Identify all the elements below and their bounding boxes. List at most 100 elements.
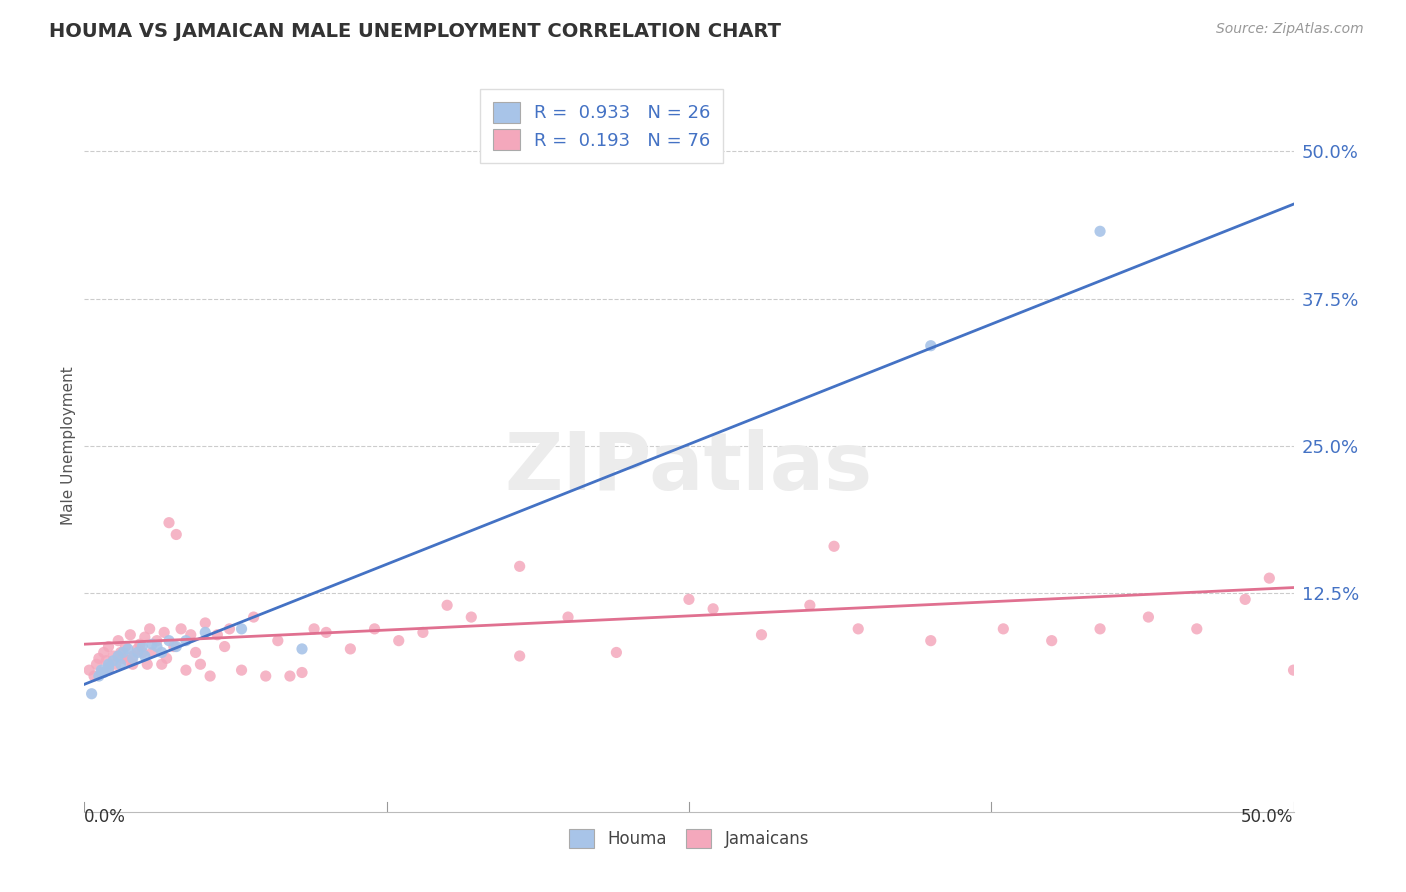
Point	[163, 640, 186, 654]
Point	[103, 654, 125, 668]
Point	[134, 648, 156, 663]
Point	[170, 622, 193, 636]
Point	[129, 637, 152, 651]
Point	[117, 641, 139, 656]
Point	[120, 628, 142, 642]
Point	[1040, 633, 1063, 648]
Point	[153, 625, 176, 640]
Point	[231, 622, 253, 636]
Point	[134, 630, 156, 644]
Text: ZIPatlas: ZIPatlas	[505, 429, 873, 507]
Point	[86, 657, 108, 672]
Text: Source: ZipAtlas.com: Source: ZipAtlas.com	[1216, 22, 1364, 37]
Point	[121, 648, 143, 663]
Point	[93, 665, 115, 680]
Point	[1088, 622, 1111, 636]
Point	[509, 559, 531, 574]
Point	[1234, 592, 1257, 607]
Text: HOUMA VS JAMAICAN MALE UNEMPLOYMENT CORRELATION CHART: HOUMA VS JAMAICAN MALE UNEMPLOYMENT CORR…	[49, 22, 782, 41]
Point	[194, 625, 217, 640]
Point	[165, 527, 187, 541]
Point	[190, 657, 212, 672]
Point	[97, 640, 120, 654]
Point	[278, 669, 301, 683]
Point	[363, 622, 385, 636]
Point	[180, 628, 202, 642]
Point	[920, 633, 942, 648]
Point	[509, 648, 531, 663]
Point	[110, 657, 132, 672]
Point	[214, 640, 236, 654]
Point	[184, 645, 207, 659]
Point	[155, 651, 177, 665]
Point	[460, 610, 482, 624]
Point	[107, 633, 129, 648]
Point	[920, 339, 942, 353]
Text: 50.0%: 50.0%	[1241, 808, 1294, 826]
Point	[174, 663, 197, 677]
Point	[117, 654, 139, 668]
Point	[93, 645, 115, 659]
Point	[231, 663, 253, 677]
Point	[146, 633, 169, 648]
Point	[702, 602, 724, 616]
Point	[751, 628, 773, 642]
Point	[97, 657, 120, 672]
Point	[121, 651, 143, 665]
Point	[291, 641, 314, 656]
Point	[1185, 622, 1208, 636]
Point	[218, 622, 240, 636]
Point	[194, 615, 217, 630]
Point	[77, 663, 100, 677]
Point	[127, 641, 149, 656]
Point	[993, 622, 1015, 636]
Point	[557, 610, 579, 624]
Point	[94, 654, 117, 668]
Point	[207, 628, 229, 642]
Point	[846, 622, 869, 636]
Point	[388, 633, 411, 648]
Point	[90, 665, 112, 680]
Point	[1282, 663, 1305, 677]
Point	[267, 633, 290, 648]
Point	[678, 592, 700, 607]
Point	[174, 633, 197, 648]
Point	[146, 640, 169, 654]
Point	[157, 633, 180, 648]
Point	[121, 657, 143, 672]
Point	[799, 599, 821, 613]
Point	[87, 669, 110, 683]
Point	[103, 648, 125, 663]
Text: 0.0%: 0.0%	[84, 808, 127, 826]
Point	[605, 645, 627, 659]
Point	[412, 625, 434, 640]
Point	[1137, 610, 1160, 624]
Point	[150, 645, 173, 659]
Point	[242, 610, 264, 624]
Point	[165, 640, 187, 654]
Point	[112, 651, 135, 665]
Point	[87, 651, 110, 665]
Point	[104, 657, 127, 672]
Point	[141, 637, 163, 651]
Point	[198, 669, 221, 683]
Point	[141, 645, 163, 659]
Point	[436, 599, 458, 613]
Point	[110, 645, 132, 659]
Point	[83, 669, 105, 683]
Point	[302, 622, 325, 636]
Point	[136, 657, 159, 672]
Point	[97, 661, 120, 675]
Legend: Houma, Jamaicans: Houma, Jamaicans	[562, 822, 815, 855]
Point	[107, 648, 129, 663]
Point	[1088, 224, 1111, 238]
Point	[1258, 571, 1281, 585]
Point	[291, 665, 314, 680]
Point	[80, 687, 103, 701]
Point	[254, 669, 277, 683]
Point	[339, 641, 361, 656]
Y-axis label: Male Unemployment: Male Unemployment	[60, 367, 76, 525]
Point	[157, 516, 180, 530]
Point	[114, 640, 136, 654]
Point	[138, 622, 160, 636]
